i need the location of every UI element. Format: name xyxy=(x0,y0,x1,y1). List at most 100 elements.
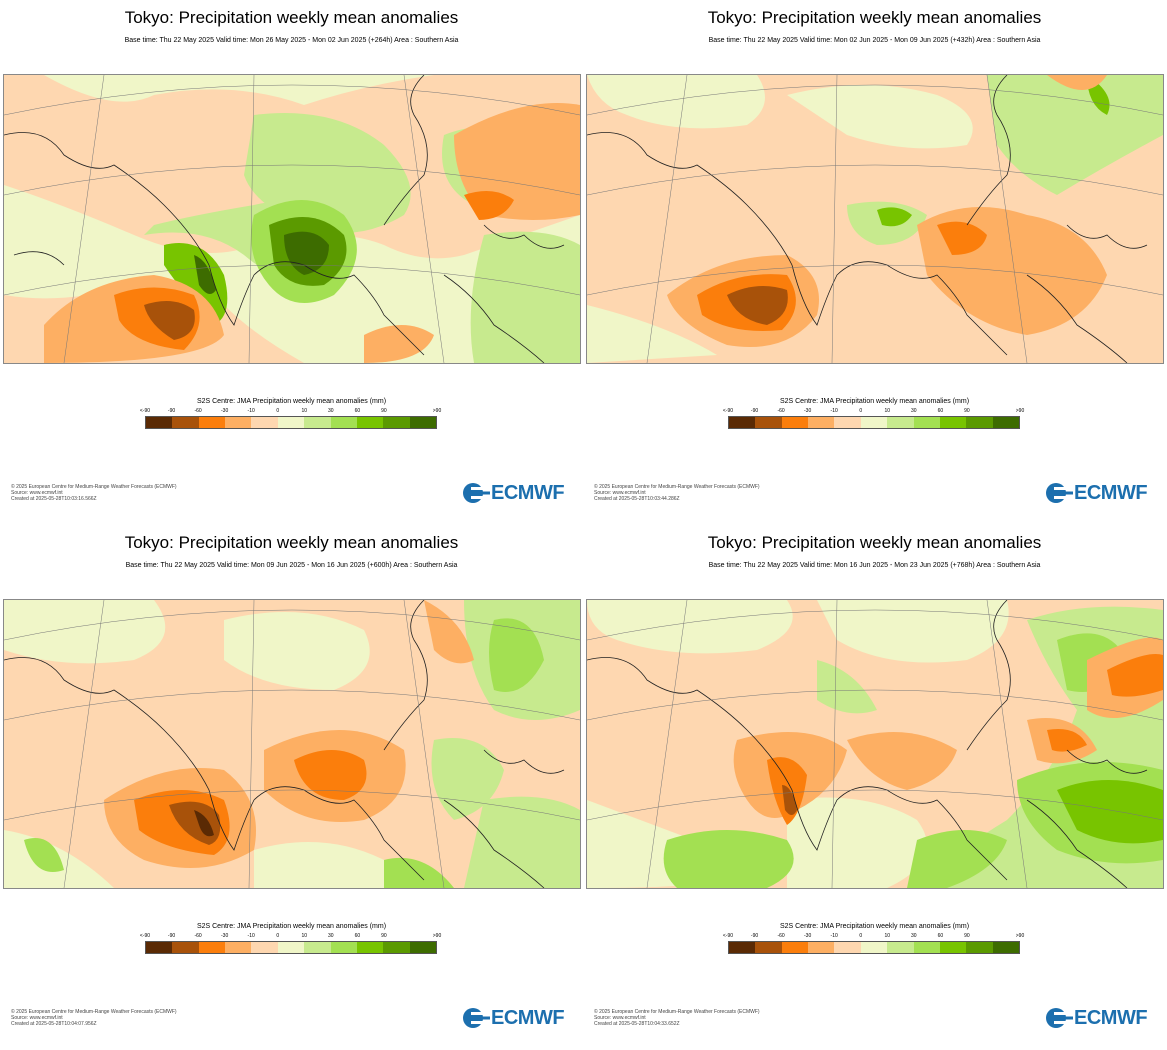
colorbar-tick-label: 60 xyxy=(937,408,944,414)
panel-title: Tokyo: Precipitation weekly mean anomali… xyxy=(124,8,459,27)
colorbar-tick-label: 30 xyxy=(328,933,334,939)
colorbar-swatch xyxy=(860,417,888,428)
colorbar-swatch xyxy=(330,417,357,428)
colorbar-title: S2S Centre: JMA Precipitation weekly mea… xyxy=(196,923,387,930)
ecmwf-logo: ECMWF xyxy=(462,482,574,504)
colorbar-tick-label: -60 xyxy=(777,408,785,414)
colorbar-swatch xyxy=(939,942,967,953)
colorbar-swatch xyxy=(755,417,782,428)
colorbar-tick-label: 0 xyxy=(276,408,280,414)
anomaly-map xyxy=(586,74,1164,364)
colorbar-tick-label: 30 xyxy=(911,933,917,939)
colorbar-tick-label: <-90 xyxy=(139,408,151,414)
colorbar-swatch xyxy=(860,942,888,953)
colorbar-swatch xyxy=(729,417,756,428)
colorbar-swatch xyxy=(198,417,226,428)
colorbar-tick-label: 30 xyxy=(911,408,917,414)
copyright-footer: © 2025 European Centre for Medium-Range … xyxy=(11,1009,177,1027)
colorbar-tick-label: 90 xyxy=(964,933,970,939)
logo-text: ECMWF xyxy=(491,1007,565,1029)
colorbar-tick-label: -60 xyxy=(194,408,202,414)
colorbar-tick-label: -30 xyxy=(221,933,229,939)
ecmwf-logo: ECMWF xyxy=(1045,1007,1157,1029)
colorbar-swatch xyxy=(251,942,278,953)
colorbar-swatch xyxy=(356,942,384,953)
colorbar-tick-label: -10 xyxy=(830,408,838,414)
colorbar-swatch xyxy=(409,417,436,428)
colorbar-swatch xyxy=(887,417,914,428)
logo-text: ECMWF xyxy=(491,482,565,504)
colorbar-swatch xyxy=(304,942,331,953)
colorbar-tick-label: <-90 xyxy=(722,933,734,939)
colorbar-tick-label: -60 xyxy=(777,933,785,939)
colorbar-swatch xyxy=(251,417,278,428)
colorbar-swatch xyxy=(356,417,384,428)
colorbar-tick-label: 10 xyxy=(301,933,308,939)
panel-subtitle: Base time: Thu 22 May 2025 Valid time: M… xyxy=(708,562,1041,569)
colorbar-title: S2S Centre: JMA Precipitation weekly mea… xyxy=(779,923,970,930)
colorbar xyxy=(728,941,1020,954)
colorbar-labels: <-90 -90 -60 -30 -10 0 10 30 60 90 >90 xyxy=(722,408,1025,416)
colorbar-swatch xyxy=(966,942,993,953)
colorbar-swatch xyxy=(146,417,173,428)
colorbar-tick-label: >90 xyxy=(1015,408,1025,414)
forecast-panel-week4: Tokyo: Precipitation weekly mean anomali… xyxy=(583,525,1166,1050)
colorbar-swatch xyxy=(834,942,861,953)
colorbar-tick-label: -10 xyxy=(830,933,838,939)
colorbar-swatch xyxy=(808,942,835,953)
colorbar-tick-label: >90 xyxy=(432,408,442,414)
colorbar-swatch xyxy=(304,417,331,428)
footer-line: Created at 2025-05-28T10:04:07.956Z xyxy=(11,1021,97,1027)
colorbar-swatch xyxy=(887,942,914,953)
colorbar xyxy=(145,416,437,429)
copyright-footer: © 2025 European Centre for Medium-Range … xyxy=(11,484,177,502)
colorbar-swatch xyxy=(729,942,756,953)
colorbar-tick-label: -30 xyxy=(221,408,229,414)
panel-title: Tokyo: Precipitation weekly mean anomali… xyxy=(707,533,1042,552)
colorbar-tick-label: 60 xyxy=(937,933,944,939)
colorbar-title: S2S Centre: JMA Precipitation weekly mea… xyxy=(196,398,387,405)
colorbar-labels: <-90 -90 -60 -30 -10 0 10 30 60 90 >90 xyxy=(140,933,442,941)
colorbar-labels: <-90 -90 -60 -30 -10 0 10 30 60 90 >90 xyxy=(722,933,1025,941)
colorbar-tick-label: -60 xyxy=(194,933,202,939)
colorbar-tick-label: >90 xyxy=(1015,933,1025,939)
colorbar-tick-label: 60 xyxy=(354,408,361,414)
ecmwf-logo: ECMWF xyxy=(462,1007,574,1029)
logo-text: ECMWF xyxy=(1074,1007,1148,1029)
colorbar-tick-label: 10 xyxy=(884,933,891,939)
colorbar-tick-label: 0 xyxy=(859,933,863,939)
colorbar-swatch xyxy=(277,942,305,953)
colorbar-swatch xyxy=(913,942,940,953)
colorbar-swatch xyxy=(781,942,809,953)
colorbar-tick-label: <-90 xyxy=(722,408,734,414)
colorbar-tick-label: 0 xyxy=(859,408,863,414)
colorbar-swatch xyxy=(781,417,809,428)
colorbar-swatch xyxy=(383,417,410,428)
forecast-panel-week2: Tokyo: Precipitation weekly mean anomali… xyxy=(583,0,1166,525)
colorbar-swatch xyxy=(330,942,357,953)
forecast-panel-week3: Tokyo: Precipitation weekly mean anomali… xyxy=(0,525,583,1050)
footer-line: Created at 2025-05-28T10:04:33.652Z xyxy=(594,1021,680,1027)
colorbar-tick-label: 10 xyxy=(884,408,891,414)
colorbar-tick-label: -90 xyxy=(167,933,176,939)
colorbar-tick-label: 60 xyxy=(354,933,361,939)
colorbar-swatch xyxy=(146,942,173,953)
colorbar-swatch xyxy=(913,417,940,428)
panel-subtitle: Base time: Thu 22 May 2025 Valid time: M… xyxy=(124,37,459,44)
colorbar-tick-label: 90 xyxy=(381,408,387,414)
colorbar-tick-label: 10 xyxy=(301,408,308,414)
colorbar-tick-label: -10 xyxy=(247,933,255,939)
footer-line: Source: www.ecmwf.int xyxy=(594,490,646,496)
colorbar-tick-label: 0 xyxy=(276,933,280,939)
panel-title: Tokyo: Precipitation weekly mean anomali… xyxy=(124,533,459,552)
colorbar-swatch xyxy=(992,942,1019,953)
colorbar-swatch xyxy=(834,417,861,428)
colorbar-tick-label: -30 xyxy=(804,933,812,939)
panel-title: Tokyo: Precipitation weekly mean anomali… xyxy=(707,8,1042,27)
colorbar-swatch xyxy=(409,942,436,953)
footer-line: © 2025 European Centre for Medium-Range … xyxy=(594,484,760,490)
colorbar-tick-label: -90 xyxy=(750,408,759,414)
panel-subtitle: Base time: Thu 22 May 2025 Valid time: M… xyxy=(708,37,1041,44)
colorbar-tick-label: 30 xyxy=(328,408,334,414)
colorbar-tick-label: -30 xyxy=(804,408,812,414)
